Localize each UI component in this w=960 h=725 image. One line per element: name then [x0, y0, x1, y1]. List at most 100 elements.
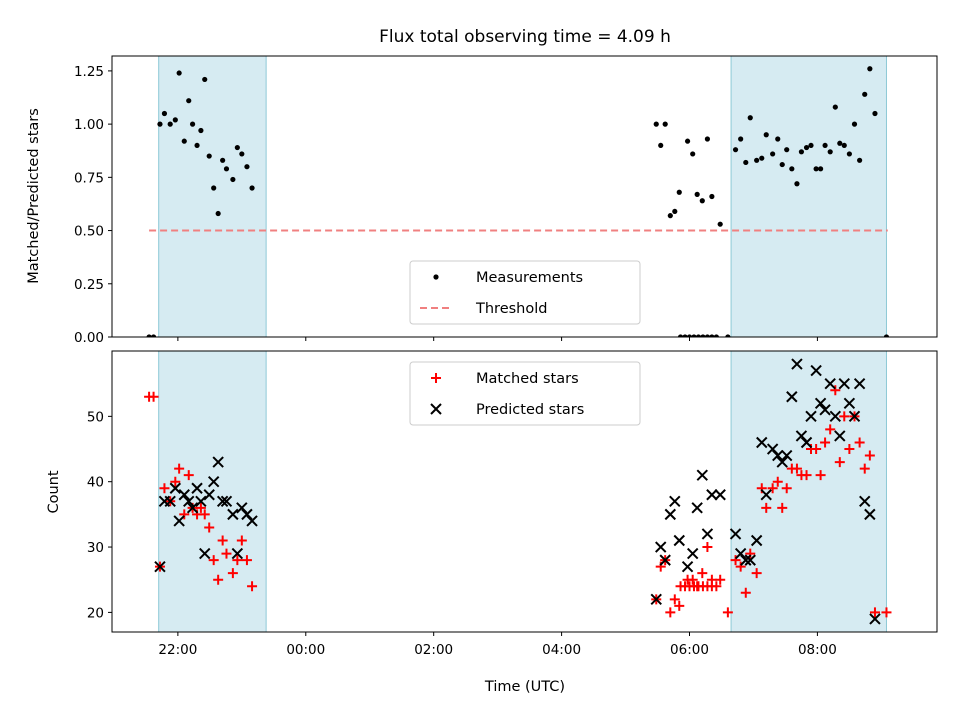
- top-measurements-point-62: [813, 166, 819, 172]
- top-measurements-point-22: [249, 185, 255, 191]
- bottom-predicted-stars-point-25: [669, 495, 681, 508]
- xtick-label-5: 08:00: [798, 642, 837, 658]
- bottom-predicted-stars-point-37: [744, 554, 756, 566]
- bottom-predicted-stars-point-23: [659, 554, 671, 566]
- top-ytick-label-5: 1.25: [74, 64, 104, 80]
- bottom-matched-stars-point-53: [767, 483, 778, 494]
- bottom-matched-stars-point-60: [801, 470, 812, 481]
- bottom-matched-stars-point-20: [236, 535, 247, 546]
- bottom-matched-stars-point-46: [730, 555, 741, 566]
- top-measurements-point-6: [176, 70, 182, 76]
- bottom-predicted-stars-point-39: [756, 436, 768, 449]
- bottom-matched-stars-point-14: [208, 555, 219, 566]
- top-measurements-point-28: [700, 334, 706, 337]
- bottom-legend-box: [409, 361, 641, 426]
- bottom-predicted-stars-point-35: [734, 547, 747, 560]
- top-measurements-point-57: [789, 166, 795, 172]
- top-measurements-point-42: [704, 136, 711, 142]
- bottom-predicted-stars-point-59: [853, 377, 866, 390]
- bottom-predicted-stars-point-2: [164, 495, 176, 508]
- top-measurements-point-14: [211, 185, 217, 191]
- top-measurements-point-11: [198, 127, 204, 134]
- bottom-predicted-stars-point-41: [766, 443, 779, 455]
- bottom-predicted-stars-point-44: [781, 449, 793, 462]
- bottom-predicted-stars-point-31: [701, 528, 714, 540]
- top-measurements-point-43: [709, 193, 715, 200]
- top-measurements-point-25: [686, 334, 693, 337]
- top-measurements-point-69: [846, 151, 852, 157]
- bottom-matched-stars-point-75: [881, 607, 892, 618]
- bottom-predicted-stars-point-18: [236, 502, 248, 514]
- bottom-predicted-stars-point-20: [246, 515, 258, 527]
- top-measurements-point-65: [827, 149, 833, 155]
- xtick-label-2: 02:00: [414, 642, 453, 658]
- bottom-matched-stars-point-64: [820, 437, 831, 448]
- bottom-matched-stars-point-68: [839, 411, 850, 422]
- top-measurements-point-41: [699, 198, 705, 204]
- bottom-y-axis-label: Count: [46, 470, 62, 513]
- bottom-observing-window-1: [730, 351, 887, 632]
- top-measurements-point-50: [754, 157, 760, 163]
- bottom-matched-stars-point-69: [844, 444, 855, 455]
- bottom-predicted-stars-point-9: [195, 495, 207, 508]
- top-measurements-point-53: [770, 151, 776, 157]
- bottom-matched-stars-point-18: [227, 568, 238, 579]
- top-measurements-point-18: [230, 176, 236, 183]
- top-measurements-point-61: [808, 142, 814, 149]
- top-measurements-point-13: [206, 153, 212, 159]
- bottom-matched-stars-point-54: [772, 476, 783, 487]
- top-measurements-point-75: [883, 334, 890, 337]
- top-measurements-point-30: [709, 334, 715, 337]
- bottom-predicted-stars-point-36: [740, 554, 752, 566]
- bottom-legend-marker-0: [431, 373, 441, 383]
- top-measurements-point-26: [691, 334, 697, 337]
- bottom-legend-label-0: Matched stars: [476, 371, 579, 387]
- top-measurements-point-58: [794, 181, 800, 187]
- top-measurements-point-60: [803, 144, 810, 151]
- bottom-predicted-stars-point-5: [178, 489, 190, 501]
- top-measurements-point-29: [704, 334, 711, 337]
- bottom-predicted-stars-point-38: [750, 534, 763, 547]
- xtick-label-3: 04:00: [542, 642, 581, 658]
- bottom-matched-stars-point-31: [711, 581, 722, 592]
- bottom-matched-stars-point-22: [247, 581, 258, 592]
- top-measurements-point-7: [181, 138, 187, 144]
- top-legend-marker-0: [433, 274, 439, 280]
- top-measurements-point-63: [818, 166, 824, 172]
- top-measurements-point-10: [194, 142, 200, 149]
- bottom-predicted-stars-point-8: [191, 482, 203, 494]
- bottom-predicted-stars-point-16: [227, 508, 239, 521]
- bottom-predicted-stars-point-14: [216, 495, 229, 508]
- bottom-matched-stars-point-17: [221, 548, 232, 559]
- bottom-matched-stars-point-5: [170, 476, 181, 487]
- top-measurements-point-68: [841, 142, 847, 149]
- top-measurements-point-15: [215, 210, 221, 217]
- bottom-predicted-stars-point-32: [706, 489, 718, 501]
- bottom-matched-stars-point-73: [864, 450, 875, 461]
- bottom-matched-stars-point-16: [217, 535, 228, 546]
- bottom-ytick-label-2: 40: [87, 475, 104, 491]
- bottom-predicted-stars-point-30: [696, 469, 708, 481]
- bottom-matched-stars-point-47: [735, 561, 746, 572]
- top-measurements-point-2: [157, 121, 163, 127]
- bottom-predicted-stars-point-43: [776, 456, 788, 468]
- top-ytick-label-1: 0.25: [74, 277, 104, 293]
- bottom-predicted-stars-point-58: [848, 410, 861, 423]
- bottom-matched-stars-point-35: [665, 607, 676, 618]
- top-measurements-point-71: [857, 157, 863, 163]
- top-measurements-point-59: [798, 149, 805, 155]
- bottom-predicted-stars-point-57: [843, 397, 856, 409]
- top-measurements-point-39: [690, 151, 696, 157]
- top-observing-window-0: [158, 56, 267, 337]
- top-measurements-point-9: [189, 121, 196, 127]
- top-measurements-point-64: [822, 142, 828, 149]
- bottom-matched-stars-point-48: [740, 587, 751, 598]
- top-legend-label-1: Threshold: [475, 301, 547, 317]
- bottom-predicted-stars-point-26: [673, 534, 685, 547]
- top-measurements-point-17: [223, 166, 230, 172]
- top-measurements-point-66: [832, 104, 838, 110]
- top-measurements-point-32: [653, 121, 659, 127]
- bottom-matched-stars-point-13: [204, 522, 215, 533]
- bottom-predicted-stars-point-49: [805, 410, 817, 423]
- top-ytick-label-2: 0.50: [74, 224, 104, 240]
